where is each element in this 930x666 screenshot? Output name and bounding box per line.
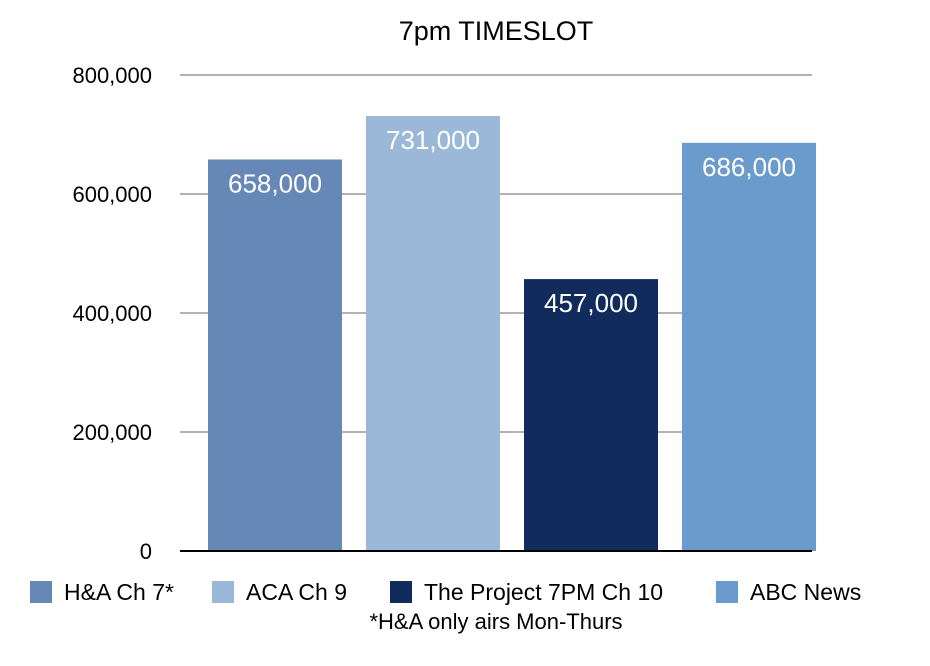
y-tick-label: 600,000: [72, 182, 152, 207]
legend-label: ABC News: [750, 579, 861, 605]
bar-data-label: 731,000: [386, 125, 480, 155]
chart-title: 7pm TIMESLOT: [399, 16, 594, 46]
bar-data-label: 658,000: [228, 168, 322, 198]
footnote: *H&A only airs Mon-Thurs: [369, 609, 622, 634]
y-tick-label: 800,000: [72, 63, 152, 88]
bar: [366, 116, 500, 552]
y-tick-label: 0: [140, 539, 152, 564]
bar: [208, 159, 342, 552]
legend-label: H&A Ch 7*: [64, 579, 174, 605]
bars: [208, 116, 816, 552]
legend: H&A Ch 7* ACA Ch 9 The Project 7PM Ch 10 AB…: [30, 579, 861, 605]
legend-swatch: [212, 581, 234, 603]
y-axis-ticks: 0 200,000 400,000 600,000 800,000: [72, 63, 152, 564]
bar-data-label: 686,000: [702, 152, 796, 182]
data-labels: 658,000 731,000 457,000 686,000: [228, 125, 796, 318]
bar: [682, 142, 816, 551]
legend-swatch: [716, 581, 738, 603]
legend-swatch: [390, 581, 412, 603]
legend-swatch: [30, 581, 52, 603]
y-tick-label: 400,000: [72, 301, 152, 326]
legend-label: ACA Ch 9: [246, 579, 347, 605]
legend-label: The Project 7PM Ch 10: [424, 579, 663, 605]
bar-data-label: 457,000: [544, 288, 638, 318]
y-tick-label: 200,000: [72, 420, 152, 445]
bar: [524, 279, 658, 551]
